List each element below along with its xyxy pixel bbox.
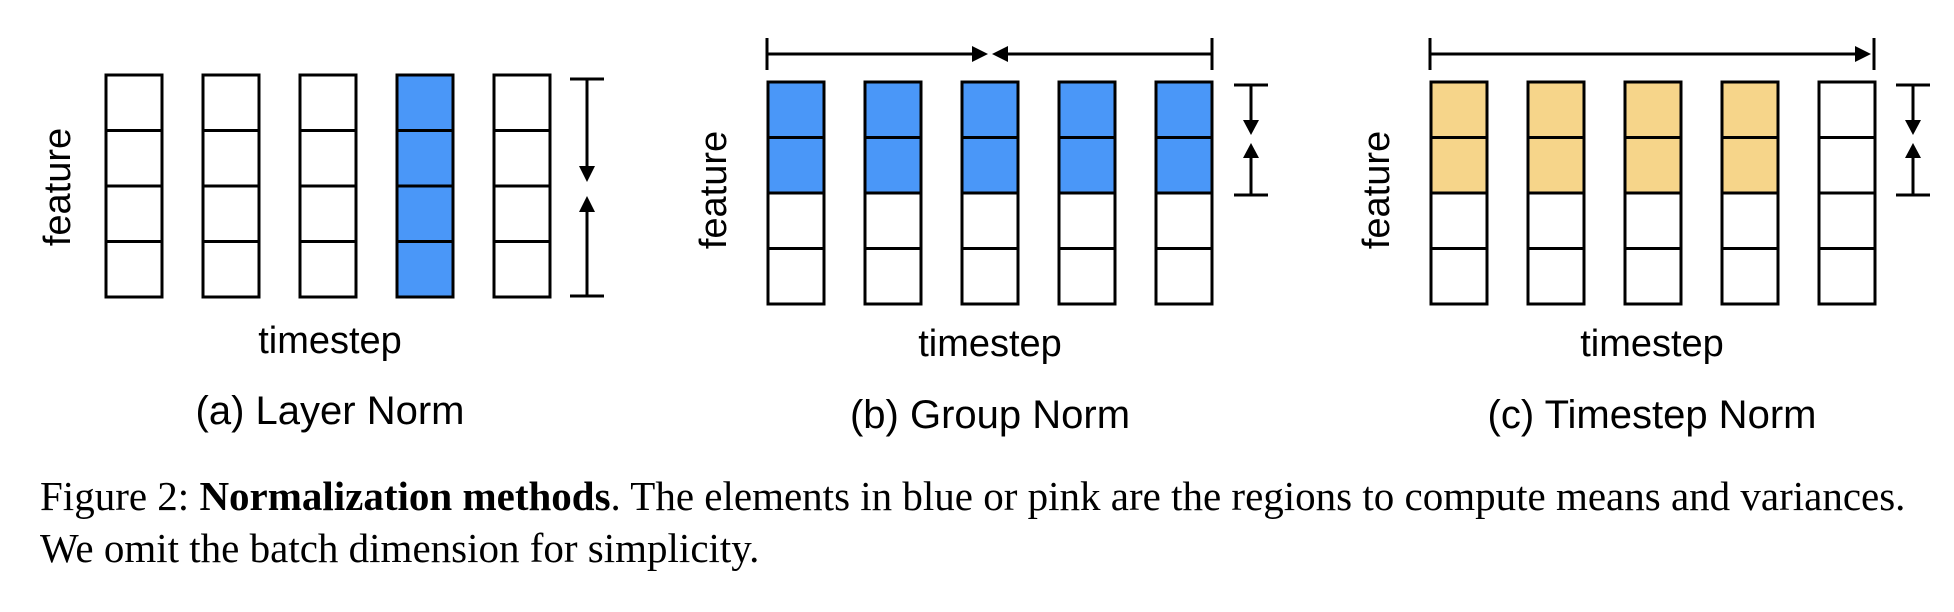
cell-t4-f4 [1057, 247, 1117, 306]
cell-t5-f1 [492, 73, 552, 132]
cell-t4-f1-highlighted [395, 73, 455, 132]
cell-t3-f1 [298, 73, 358, 132]
arrow-head-up [1243, 143, 1259, 158]
cell-t1-f1 [104, 73, 164, 132]
arrow-head-left [992, 46, 1008, 62]
panel-title: (c) Timestep Norm [1488, 393, 1817, 437]
cell-t2-f4 [201, 240, 261, 299]
arrow-head-right [1855, 46, 1871, 62]
cell-t3-f3 [960, 191, 1020, 250]
cell-t5-f3 [1154, 191, 1214, 250]
cell-t1-f4 [766, 247, 826, 306]
cell-t5-f4 [492, 240, 552, 299]
caption-prefix: Figure 2: [40, 473, 200, 519]
cell-t4-f2-highlighted [395, 129, 455, 188]
cell-t2-f4 [1526, 247, 1586, 306]
y-axis-label: feature [693, 131, 735, 249]
cell-t2-f2 [201, 129, 261, 188]
cell-t3-f3 [298, 184, 358, 243]
cell-t3-f4 [960, 247, 1020, 306]
cell-t3-f2-highlighted [960, 136, 1020, 195]
cell-t3-f3 [1623, 191, 1683, 250]
cell-t1-f1-highlighted [766, 80, 826, 139]
cell-t1-f4 [104, 240, 164, 299]
cell-t5-f1 [1817, 80, 1877, 139]
figure-caption: Figure 2: Normalization methods. The ele… [40, 470, 1920, 574]
feature-range-arrow [1896, 83, 1930, 197]
cell-t5-f3 [492, 184, 552, 243]
cell-t3-f2-highlighted [1623, 136, 1683, 195]
cell-t1-f3 [104, 184, 164, 243]
cell-t2-f2-highlighted [1526, 136, 1586, 195]
panel-timestep-norm: feature timestep (c) Timestep Norm [1356, 38, 1930, 437]
x-axis-label: timestep [258, 320, 402, 362]
x-axis-label: timestep [918, 323, 1062, 365]
panel-title: (a) Layer Norm [196, 389, 465, 433]
caption-bold-title: Normalization methods [199, 473, 611, 519]
arrow-head-down [1243, 120, 1259, 135]
cell-t4-f4 [1720, 247, 1780, 306]
cell-t1-f4 [1429, 247, 1489, 306]
cell-t4-f3 [1057, 191, 1117, 250]
cell-t5-f2 [1817, 136, 1877, 195]
cell-t5-f2 [492, 129, 552, 188]
panel-layer-norm: feature timestep (a) Layer Norm [37, 73, 604, 433]
cell-t2-f3 [201, 184, 261, 243]
timestep-range-arrow [765, 38, 1214, 70]
arrow-head-down [1905, 120, 1921, 135]
cell-t2-f2-highlighted [863, 136, 923, 195]
arrow-head-right [972, 46, 988, 62]
cell-t4-f2-highlighted [1057, 136, 1117, 195]
cell-t4-f1-highlighted [1720, 80, 1780, 139]
cell-t1-f2 [104, 129, 164, 188]
arrow-head-up [1905, 143, 1921, 158]
cell-t3-f4 [1623, 247, 1683, 306]
cell-t3-f1-highlighted [960, 80, 1020, 139]
arrow-head-up [579, 196, 595, 212]
cell-t5-f3 [1817, 191, 1877, 250]
panel-title: (b) Group Norm [850, 393, 1130, 437]
cell-t4-f3 [1720, 191, 1780, 250]
cell-t5-f4 [1817, 247, 1877, 306]
timestep-range-arrow [1428, 38, 1876, 70]
cell-t5-f4 [1154, 247, 1214, 306]
x-axis-label: timestep [1580, 323, 1724, 365]
cell-t1-f2-highlighted [766, 136, 826, 195]
cell-t4-f1-highlighted [1057, 80, 1117, 139]
feature-range-arrow [1234, 83, 1268, 197]
cell-t2-f1 [201, 73, 261, 132]
normalization-figure: feature timestep (a) Layer Norm feature … [37, 38, 1930, 437]
y-axis-label: feature [1356, 131, 1398, 249]
cell-t5-f2-highlighted [1154, 136, 1214, 195]
cell-t1-f3 [766, 191, 826, 250]
cell-t4-f2-highlighted [1720, 136, 1780, 195]
cell-t5-f1-highlighted [1154, 80, 1214, 139]
cell-t2-f1-highlighted [1526, 80, 1586, 139]
cell-grid-layer-norm [104, 73, 552, 299]
cell-t1-f3 [1429, 191, 1489, 250]
cell-t1-f1-highlighted [1429, 80, 1489, 139]
cell-t3-f1-highlighted [1623, 80, 1683, 139]
cell-t4-f4-highlighted [395, 240, 455, 299]
arrow-head-down [579, 166, 595, 182]
cell-t2-f3 [863, 191, 923, 250]
caption-body: . The elements in blue or pink are the r… [40, 473, 1906, 571]
cell-grid-group-norm [766, 80, 1214, 306]
y-axis-label: feature [37, 128, 79, 246]
cell-grid-timestep-norm [1429, 80, 1877, 306]
cell-t2-f4 [863, 247, 923, 306]
cell-t4-f3-highlighted [395, 184, 455, 243]
cell-t3-f2 [298, 129, 358, 188]
feature-range-arrow [570, 77, 604, 298]
panel-group-norm: feature timestep (b) Group Norm [693, 38, 1268, 437]
cell-t1-f2-highlighted [1429, 136, 1489, 195]
cell-t2-f1-highlighted [863, 80, 923, 139]
cell-t3-f4 [298, 240, 358, 299]
cell-t2-f3 [1526, 191, 1586, 250]
